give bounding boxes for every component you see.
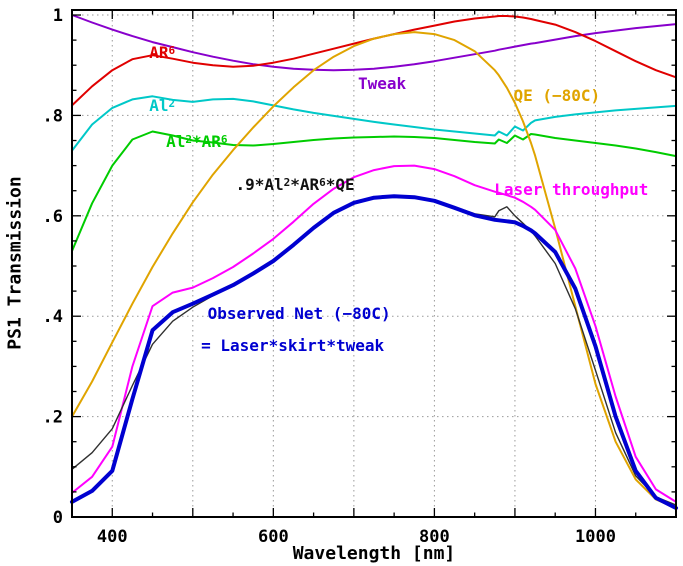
series-ar-6	[71, 15, 677, 107]
curve-label-qe-80c: QE (−80C)	[513, 86, 601, 106]
superscript: 2	[185, 132, 192, 146]
x-tick-label: 1000	[575, 527, 616, 547]
y-tick-label: .4	[43, 307, 63, 327]
curve-label-al-2-ar-6: Al2*AR6	[166, 131, 228, 151]
series-observed-net-80c-laser-skirt-tweak	[70, 194, 678, 510]
series-tweak	[71, 14, 677, 72]
x-tick-label: 600	[258, 527, 289, 547]
superscript: 2	[283, 175, 291, 189]
y-tick-label: .2	[43, 408, 63, 428]
curve-label-9-al-2-ar-6-qe: .9*Al2*AR6*QE	[235, 174, 355, 194]
x-tick-label: 400	[97, 527, 128, 547]
curve-label-ar-6: AR6	[149, 42, 176, 62]
y-tick-label: .6	[43, 207, 63, 227]
y-tick-label: .8	[43, 106, 63, 126]
y-axis-title: PS1 Transmission	[4, 176, 26, 350]
x-tick-label: 800	[419, 527, 450, 547]
curve-label-observed-net-80c: Observed Net (−80C)	[207, 303, 391, 323]
superscript: 6	[319, 175, 326, 189]
plot-frame	[71, 9, 677, 518]
curve-label-laser-skirt-tweak: = Laser*skirt*tweak	[201, 336, 385, 356]
curve-label-tweak: Tweak	[357, 74, 407, 94]
superscript: 6	[220, 132, 228, 146]
y-tick-label: 0	[53, 508, 63, 528]
series-laser-throughput	[71, 164, 677, 503]
x-axis-title: Wavelength [nm]	[292, 543, 456, 564]
y-tick-label: 1	[53, 6, 63, 26]
superscript: 2	[168, 97, 176, 111]
series-al-2	[71, 95, 677, 152]
superscript: 6	[168, 43, 176, 57]
series-al-2-ar-6	[71, 130, 677, 252]
series-qe-80c	[71, 31, 677, 509]
curve-label-laser-throughput: Laser throughput	[494, 179, 649, 199]
curve-label-al-2: Al2	[149, 96, 176, 116]
